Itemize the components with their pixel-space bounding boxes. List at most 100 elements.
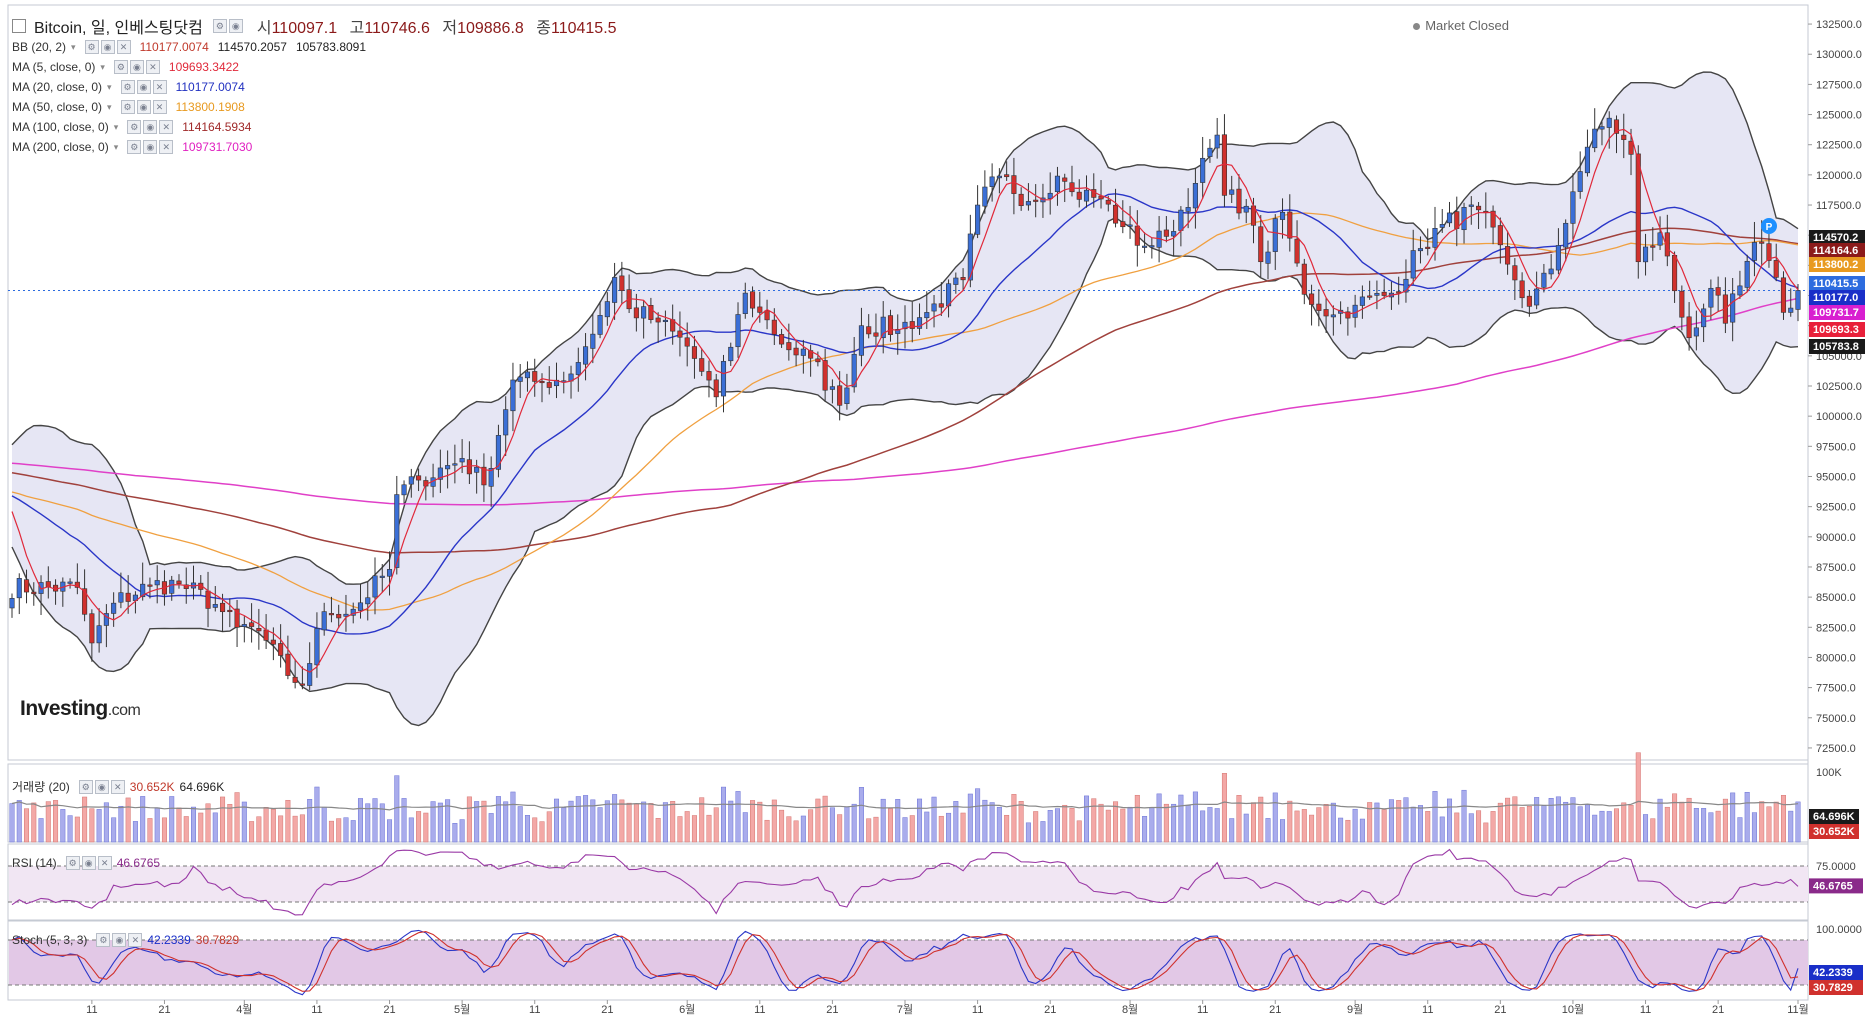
eye-icon[interactable]: ◉ xyxy=(129,60,144,74)
y-tick-label: 85000.0 xyxy=(1816,592,1856,604)
settings-icon[interactable]: ⚙ xyxy=(127,120,142,134)
dropdown-caret-icon[interactable]: ▾ xyxy=(107,102,112,112)
eye-icon[interactable]: ◉ xyxy=(94,779,109,794)
volume-bar xyxy=(554,798,560,843)
volume-bar xyxy=(996,806,1002,843)
indicator-row[interactable]: MA (50, close, 0) ▾ ⚙ ◉ ✕ 113800.1908 xyxy=(12,97,366,117)
volume-bar xyxy=(1766,806,1772,843)
eye-icon[interactable]: ◉ xyxy=(136,80,151,94)
candle-body xyxy=(1265,251,1271,264)
close-icon[interactable]: ✕ xyxy=(152,100,167,114)
candle-body xyxy=(1004,174,1010,178)
candle-body xyxy=(23,579,30,593)
candle-body xyxy=(996,175,1002,179)
dropdown-caret-icon[interactable]: ▾ xyxy=(100,62,105,72)
volume-bar xyxy=(234,792,240,843)
settings-icon[interactable]: ⚙ xyxy=(120,100,135,114)
indicator-controls[interactable]: ⚙ ◉ ✕ xyxy=(120,80,167,94)
settings-icon[interactable]: ⚙ xyxy=(65,856,80,870)
dropdown-caret-icon[interactable]: ▾ xyxy=(107,82,112,92)
volume-bar xyxy=(1018,801,1024,843)
candle-body xyxy=(1512,265,1518,281)
candle-body xyxy=(1759,241,1765,244)
y-tick-label: 80000.0 xyxy=(1816,652,1856,664)
rsi-tag xyxy=(1809,878,1863,894)
eye-icon[interactable]: ◉ xyxy=(228,19,243,33)
header-controls[interactable]: ⚙ ◉ xyxy=(212,19,243,33)
settings-icon[interactable]: ⚙ xyxy=(78,779,93,794)
dropdown-caret-icon[interactable]: ▾ xyxy=(113,122,119,132)
volume-bar xyxy=(728,800,734,843)
stoch-controls[interactable]: ⚙ ◉ ✕ xyxy=(96,933,143,947)
eye-icon[interactable]: ◉ xyxy=(100,40,115,54)
volume-bar xyxy=(430,801,436,843)
eye-icon[interactable]: ◉ xyxy=(143,120,158,134)
settings-icon[interactable]: ⚙ xyxy=(127,140,142,154)
volume-bar xyxy=(1715,810,1721,843)
close-icon[interactable]: ✕ xyxy=(159,120,174,134)
candle-body xyxy=(1178,209,1184,231)
candle-body xyxy=(1417,248,1424,252)
candle-body xyxy=(256,627,262,632)
volume-bar xyxy=(1635,752,1641,843)
indicator-row[interactable]: BB (20, 2) ▾ ⚙ ◉ ✕ 110177.0074 114570.2057 1057… xyxy=(12,37,366,57)
volume-bar xyxy=(1105,809,1111,843)
bb-upper-line xyxy=(11,71,1799,585)
indicator-row[interactable]: MA (200, close, 0) ▾ ⚙ ◉ ✕ 109731.7030 xyxy=(12,137,366,157)
volume-bar xyxy=(1359,818,1365,843)
x-tick-label: 6월 xyxy=(679,1003,695,1016)
settings-icon[interactable]: ⚙ xyxy=(113,60,128,74)
indicator-controls[interactable]: ⚙ ◉ ✕ xyxy=(84,40,131,54)
volume-bar xyxy=(844,806,850,843)
volume-bar xyxy=(1708,812,1714,843)
volume-controls[interactable]: ⚙ ◉ ✕ xyxy=(78,779,125,794)
close-icon[interactable]: ✕ xyxy=(159,140,174,154)
price-tag xyxy=(1809,243,1865,258)
eye-icon[interactable]: ◉ xyxy=(112,933,127,947)
settings-icon[interactable]: ⚙ xyxy=(120,80,135,94)
candle-body xyxy=(1258,226,1264,263)
candle-body xyxy=(1127,224,1133,227)
ohlc-readout: 시110097.1 고110746.6 저109886.8 종110415.5 xyxy=(249,14,617,38)
volume-bar xyxy=(1338,817,1344,843)
indicator-controls[interactable]: ⚙ ◉ ✕ xyxy=(113,60,160,74)
indicator-controls[interactable]: ⚙ ◉ ✕ xyxy=(127,120,174,134)
dropdown-caret-icon[interactable]: ▾ xyxy=(71,42,76,52)
indicator-row[interactable]: MA (100, close, 0) ▾ ⚙ ◉ ✕ 114164.5934 xyxy=(12,117,366,137)
collapse-icon[interactable] xyxy=(12,19,26,33)
volume-bar xyxy=(82,796,88,843)
settings-icon[interactable]: ⚙ xyxy=(96,933,111,947)
close-icon[interactable]: ✕ xyxy=(152,80,167,94)
y-tick-label: 122500.0 xyxy=(1816,140,1862,152)
rsi-controls[interactable]: ⚙ ◉ ✕ xyxy=(65,856,112,870)
volume-bar xyxy=(641,801,647,843)
indicator-row[interactable]: MA (20, close, 0) ▾ ⚙ ◉ ✕ 110177.0074 xyxy=(12,77,366,97)
eye-icon[interactable]: ◉ xyxy=(136,100,151,114)
eye-icon[interactable]: ◉ xyxy=(81,856,96,870)
volume-bar xyxy=(9,803,15,843)
close-icon[interactable]: ✕ xyxy=(110,779,125,794)
candle-body xyxy=(205,590,211,609)
close-icon[interactable]: ✕ xyxy=(97,856,112,870)
price-tag-label: 114164.6 xyxy=(1813,245,1858,257)
close-icon[interactable]: ✕ xyxy=(128,933,143,947)
candle-body xyxy=(706,371,712,381)
indicator-controls[interactable]: ⚙ ◉ ✕ xyxy=(127,140,174,154)
price-tag xyxy=(1809,230,1865,245)
volume-bar xyxy=(140,796,146,843)
indicator-row[interactable]: MA (5, close, 0) ▾ ⚙ ◉ ✕ 109693.3422 xyxy=(12,57,366,77)
volume-bar xyxy=(1563,801,1569,843)
volume-bar xyxy=(633,803,639,843)
dropdown-caret-icon[interactable]: ▾ xyxy=(113,142,119,152)
volume-bar xyxy=(902,817,908,843)
indicator-controls[interactable]: ⚙ ◉ ✕ xyxy=(120,100,167,114)
stoch-tag-label: 42.2339 xyxy=(1813,967,1853,979)
volume-bar xyxy=(648,803,654,843)
settings-icon[interactable]: ⚙ xyxy=(212,19,227,33)
p-marker-label: P xyxy=(1766,222,1773,233)
eye-icon[interactable]: ◉ xyxy=(143,140,158,154)
close-icon[interactable]: ✕ xyxy=(145,60,160,74)
settings-icon[interactable]: ⚙ xyxy=(84,40,99,54)
close-icon[interactable]: ✕ xyxy=(116,40,131,54)
